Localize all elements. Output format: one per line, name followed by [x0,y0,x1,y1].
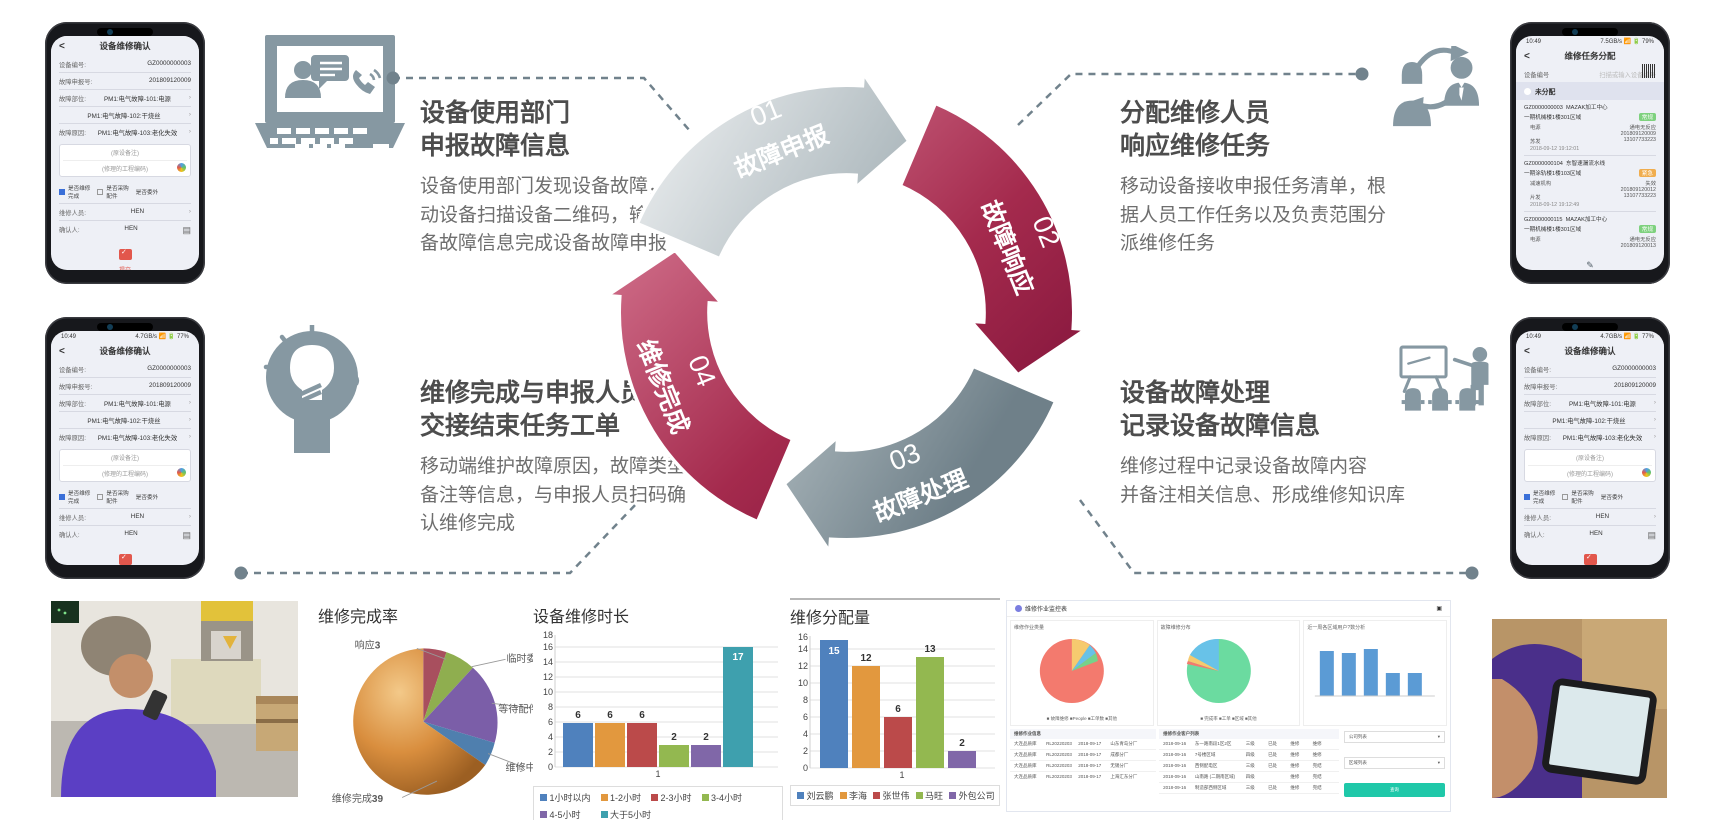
svg-text:15: 15 [828,646,840,657]
svg-text:0: 0 [548,762,553,772]
svg-text:18: 18 [543,630,553,640]
svg-text:2: 2 [703,732,709,743]
svg-text:2: 2 [959,738,965,749]
svg-text:6: 6 [639,710,645,721]
svg-text:1: 1 [899,770,904,778]
svg-text:临时委外4: 临时委外4 [506,652,533,665]
svg-text:等待配件10: 等待配件10 [498,702,533,715]
svg-text:14: 14 [543,657,553,667]
svg-text:响应3: 响应3 [355,638,381,651]
svg-text:2: 2 [548,747,553,757]
svg-text:6: 6 [575,710,581,721]
svg-text:16: 16 [543,642,553,652]
svg-text:12: 12 [798,661,808,671]
svg-text:0: 0 [803,763,808,773]
svg-text:10: 10 [543,687,553,697]
svg-text:1: 1 [655,769,660,777]
svg-text:4: 4 [803,729,808,739]
svg-text:8: 8 [548,702,553,712]
svg-text:维修中3: 维修中3 [506,761,533,774]
svg-text:16: 16 [798,632,808,642]
svg-text:6: 6 [895,704,901,715]
svg-text:14: 14 [798,644,808,654]
svg-text:2: 2 [803,746,808,756]
svg-text:13: 13 [924,644,936,655]
svg-text:6: 6 [548,717,553,727]
svg-text:8: 8 [803,695,808,705]
svg-text:12: 12 [860,653,872,664]
svg-text:4: 4 [548,732,553,742]
svg-text:17: 17 [732,652,744,663]
svg-text:6: 6 [607,710,613,721]
svg-text:维修完成39: 维修完成39 [332,792,384,805]
svg-text:6: 6 [803,712,808,722]
svg-text:10: 10 [798,678,808,688]
svg-text:12: 12 [543,672,553,682]
svg-text:2: 2 [671,732,677,743]
